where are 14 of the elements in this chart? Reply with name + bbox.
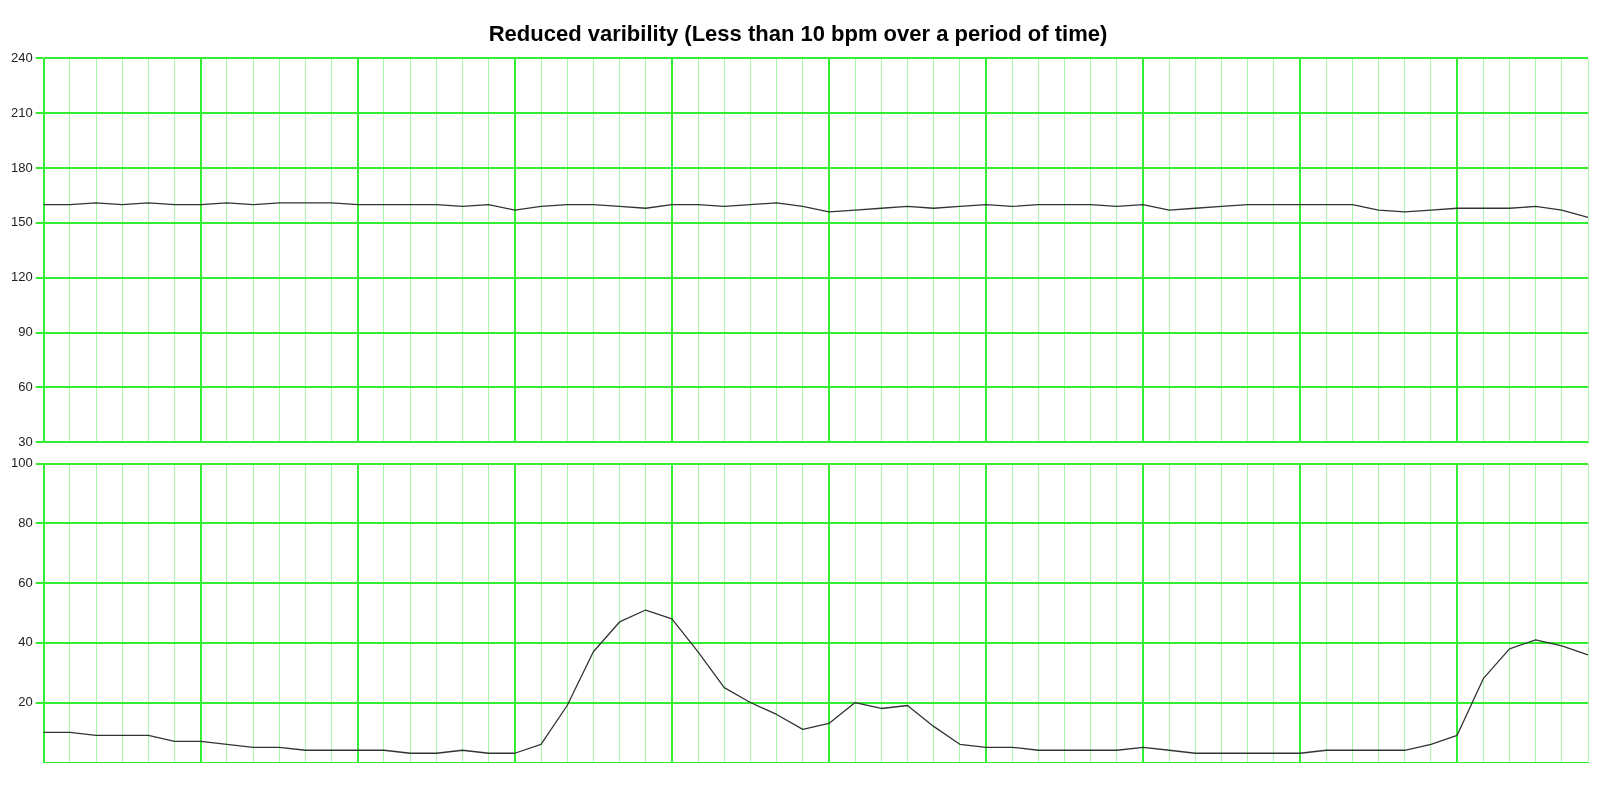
y-tick-label: 30 bbox=[18, 433, 33, 449]
chart-title: Reduced varibility (Less than 10 bpm over a period of time) bbox=[488, 21, 1108, 47]
y-tick-label: 100 bbox=[10, 455, 33, 471]
y-tick-label: 90 bbox=[18, 324, 33, 340]
y-tick-label: 40 bbox=[18, 634, 33, 650]
y-tick-label: 240 bbox=[10, 49, 33, 65]
y-tick-label: 20 bbox=[18, 694, 33, 710]
y-tick-label: 180 bbox=[10, 159, 33, 175]
y-tick-label: 60 bbox=[18, 574, 33, 590]
y-tick-label: 80 bbox=[18, 515, 33, 531]
y-tick-label: 120 bbox=[10, 269, 33, 285]
y-tick-label: 210 bbox=[10, 104, 33, 120]
y-tick-label: 150 bbox=[10, 214, 33, 230]
y-tick-label: 60 bbox=[18, 378, 33, 394]
